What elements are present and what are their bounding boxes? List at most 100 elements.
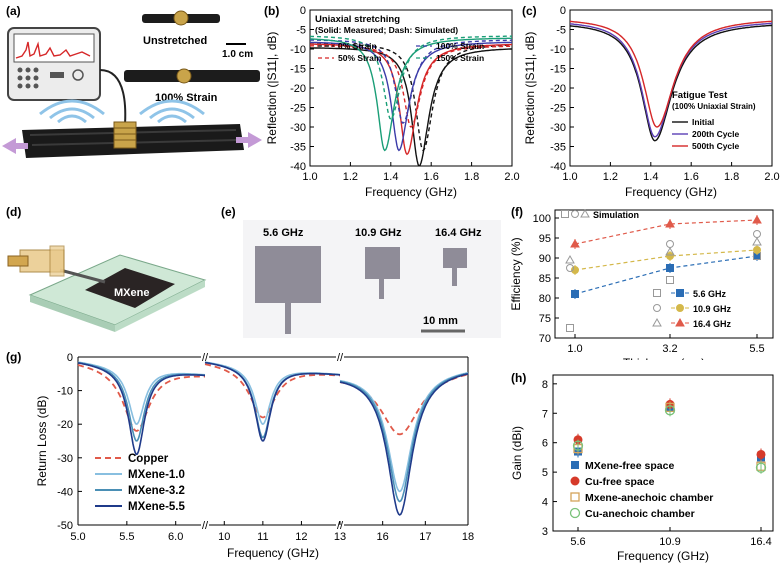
legend-label: 10.9 GHz xyxy=(693,304,732,314)
scale-label: 1.0 cm xyxy=(222,49,253,60)
simulation-point xyxy=(666,276,674,284)
x-tick-label: 1.8 xyxy=(464,171,479,183)
legend-label: 500th Cycle xyxy=(692,141,740,151)
y-tick-label: -30 xyxy=(290,122,306,134)
y-tick-label: -5 xyxy=(296,25,306,37)
axis-break-mark: // xyxy=(202,520,209,532)
chart-subtitle: (Solid: Measured; Dash: Simulated) xyxy=(315,25,458,35)
x-tick-label: 1.0 xyxy=(567,343,582,355)
series-line xyxy=(574,219,758,245)
series-line xyxy=(204,361,340,442)
y-tick-label: 0 xyxy=(67,352,73,364)
y-tick-label: 100 xyxy=(533,213,551,225)
y-tick-label: 75 xyxy=(539,313,551,325)
y-axis-label: Gain (dBi) xyxy=(510,426,524,480)
y-tick-label: -40 xyxy=(290,161,306,173)
legend-label: MXene-5.5 xyxy=(128,501,185,513)
y-axis-label: Return Loss (dB) xyxy=(35,396,49,487)
panel-f-label: (f) xyxy=(511,205,523,219)
panel-a: (a) Unstretched 1.0 cm 100% Strain xyxy=(0,0,265,175)
data-point xyxy=(666,264,674,272)
x-axis-label: Thickness (μm) xyxy=(623,356,705,360)
plot-frame xyxy=(569,9,773,167)
x-tick-label: 5.5 xyxy=(119,531,134,543)
panel-a-label: (a) xyxy=(6,4,21,18)
axis-break-mark: // xyxy=(337,352,344,364)
x-tick-label: 5.5 xyxy=(749,343,764,355)
legend-symbol xyxy=(675,317,685,327)
x-tick-label: 2.0 xyxy=(504,171,519,183)
series-line xyxy=(574,249,758,271)
y-tick-label: -30 xyxy=(550,122,566,134)
antenna-samples xyxy=(255,246,467,334)
y-tick-label: -10 xyxy=(290,44,306,56)
y-tick-label: -20 xyxy=(290,83,306,95)
x-tick-label: 18 xyxy=(462,531,474,543)
unstretched-label: Unstretched xyxy=(143,35,207,47)
plot-frame xyxy=(552,374,774,532)
legend-label: MXene-3.2 xyxy=(128,485,185,497)
series-line xyxy=(339,373,469,436)
legend-label: Initial xyxy=(692,117,714,127)
y-tick-label: -15 xyxy=(550,64,566,76)
legend-sim-swatch xyxy=(652,317,662,327)
y-tick-label: -20 xyxy=(57,419,73,431)
y-tick-label: 4 xyxy=(542,497,548,509)
x-tick-label: 1.4 xyxy=(383,171,398,183)
x-tick-label: 1.4 xyxy=(643,171,658,183)
data-point xyxy=(570,238,580,248)
stretch-arrows-icon xyxy=(2,132,262,154)
x-tick-label: 10 xyxy=(218,531,230,543)
mxene-label: MXene xyxy=(114,287,149,299)
x-tick-label: 12 xyxy=(295,531,307,543)
y-tick-label: -40 xyxy=(57,486,73,498)
x-tick-label: 1.6 xyxy=(424,171,439,183)
scale-label-e: 10 mm xyxy=(423,315,458,327)
axis-break-mark: // xyxy=(202,352,209,364)
x-axis-label: Frequency (GHz) xyxy=(617,549,709,563)
legend-subtitle: (100% Uniaxial Strain) xyxy=(672,102,756,111)
legend-label: 150% Strain xyxy=(436,53,484,63)
legend-label: 16.4 GHz xyxy=(693,319,732,329)
simulation-point xyxy=(565,254,575,264)
y-tick-label: 80 xyxy=(539,293,551,305)
series-line xyxy=(570,24,772,142)
freq-label-1: 5.6 GHz xyxy=(263,227,304,239)
legend-title: Simulation xyxy=(593,210,639,220)
y-tick-label: -30 xyxy=(57,453,73,465)
y-tick-label: -20 xyxy=(550,83,566,95)
y-tick-label: -10 xyxy=(57,386,73,398)
x-tick-label: 17 xyxy=(419,531,431,543)
legend-label: Copper xyxy=(128,453,169,465)
axis-break-mark: // xyxy=(337,520,344,532)
panel-h: (h) 8 7 6 5 4 3 5.6 10.9 16.4 Frequency (GHz) Gain… xyxy=(505,365,783,571)
panel-g: (g) // // // // 0 -10 -20 -30 -40 -50 5.0 5.5 6.0 10 1… xyxy=(0,345,480,571)
series-line xyxy=(310,47,512,166)
panel-f: (f) 100 95 90 85 80 75 70 1.0 3.2 5.5 Thickness (μ… xyxy=(505,200,783,370)
data-point xyxy=(753,246,761,254)
plot-frame xyxy=(554,209,774,339)
series-line xyxy=(310,35,512,121)
panel-e: (e) 5.6 GHz 10.9 GHz 16.4 GHz 10 mm xyxy=(215,200,505,340)
network-analyzer-icon xyxy=(7,27,101,101)
panel-b: (b) 1.0 1.2 1.4 1.6 1.8 2.0 0 -5 -10 -15 -20 -25 -30… xyxy=(262,0,524,200)
x-tick-label: 1.2 xyxy=(343,171,358,183)
y-tick-label: 5 xyxy=(542,467,548,479)
mxene-patch-icon xyxy=(85,268,175,308)
legend-label: 5.6 GHz xyxy=(693,289,727,299)
series-line xyxy=(574,255,758,295)
y-tick-label: 90 xyxy=(539,253,551,265)
y-tick-label: -50 xyxy=(57,520,73,532)
legend-symbol xyxy=(569,507,581,519)
x-tick-label: 5.6 xyxy=(570,536,585,548)
data-point xyxy=(665,218,675,228)
y-tick-label: 3 xyxy=(542,526,548,538)
series-line xyxy=(204,361,341,425)
legend-label: Mxene-anechoic chamber xyxy=(585,492,713,504)
x-tick-label: 10.9 xyxy=(659,536,680,548)
series-line xyxy=(204,363,341,419)
y-tick-label: -35 xyxy=(290,142,306,154)
y-tick-label: -15 xyxy=(290,64,306,76)
panel-e-label: (e) xyxy=(221,205,236,219)
series-line xyxy=(310,45,512,128)
